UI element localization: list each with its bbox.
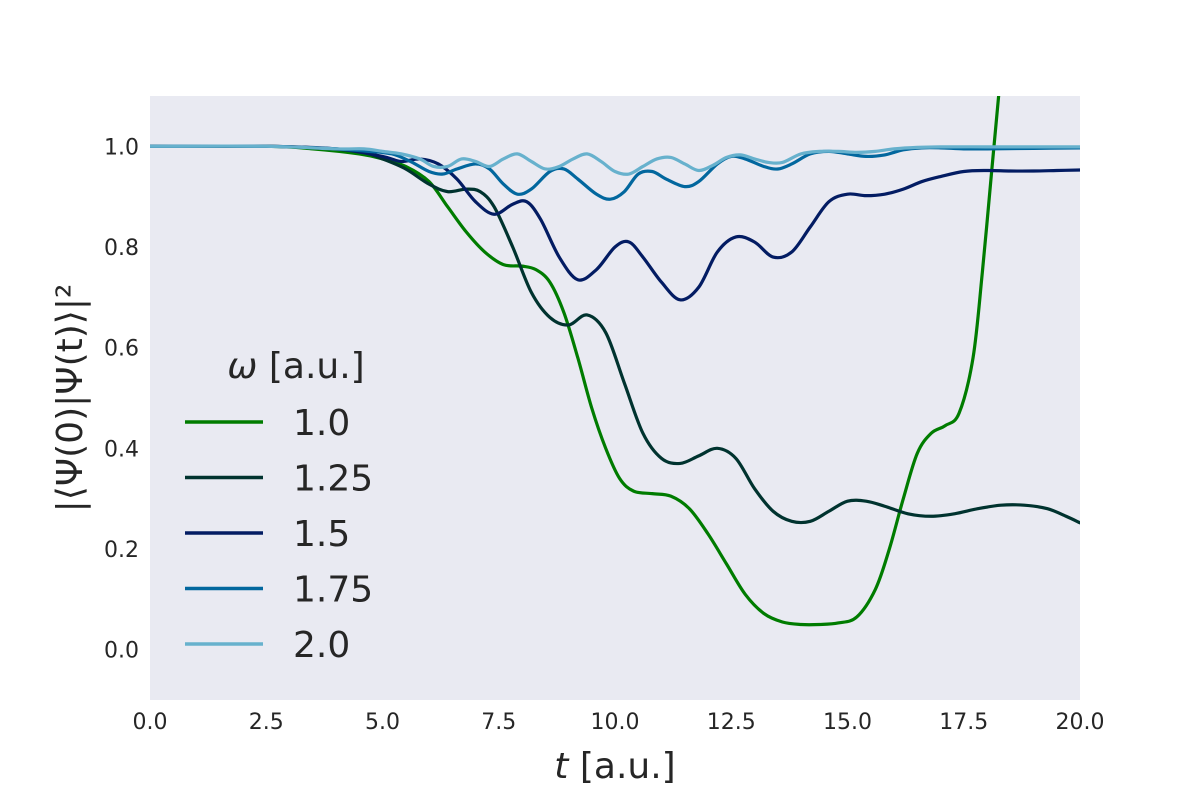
legend-title-unit: [a.u.] [257,346,364,387]
x-axis-unit: [a.u.] [568,746,675,787]
x-tick-label: 0.0 [133,710,168,735]
x-axis-label: t [a.u.] [554,746,675,787]
x-axis-variable: t [554,746,570,787]
y-axis-label: |⟨Ψ(0)|Ψ(t)⟩|² [50,284,91,513]
series-line-2-0 [150,144,1080,176]
legend-label: 1.0 [293,403,350,444]
series-line-1-0 [150,96,1001,627]
x-tick-label: 15.0 [823,710,872,735]
x-tick-label: 7.5 [481,710,516,735]
y-tick-label: 0.0 [104,639,139,664]
x-tick-label: 2.5 [249,710,284,735]
legend-label: 1.5 [293,514,350,555]
series-line-1-75 [150,144,1080,201]
legend-title-variable: ω [227,346,257,387]
x-tick-label: 10.0 [591,710,640,735]
y-tick-label: 0.4 [104,437,139,462]
y-tick-label: 0.8 [104,236,139,261]
legend-label: 1.25 [293,459,373,500]
legend: ω [a.u.] 1.0 1.25 1.5 1.75 2.0 [185,346,373,666]
x-tick-label: 5.0 [365,710,400,735]
plot-area [150,96,1080,700]
y-tick-label: 1.0 [104,135,139,160]
legend-label: 2.0 [293,625,350,666]
y-tick-label: 0.6 [104,337,139,362]
series-line-1-25 [150,144,1080,525]
x-tick-label: 17.5 [939,710,988,735]
legend-label: 1.75 [293,570,373,611]
y-tick-label: 0.2 [104,538,139,563]
legend-title: ω [a.u.] [227,346,364,387]
x-tick-label: 20.0 [1056,710,1105,735]
x-tick-label: 12.5 [707,710,756,735]
